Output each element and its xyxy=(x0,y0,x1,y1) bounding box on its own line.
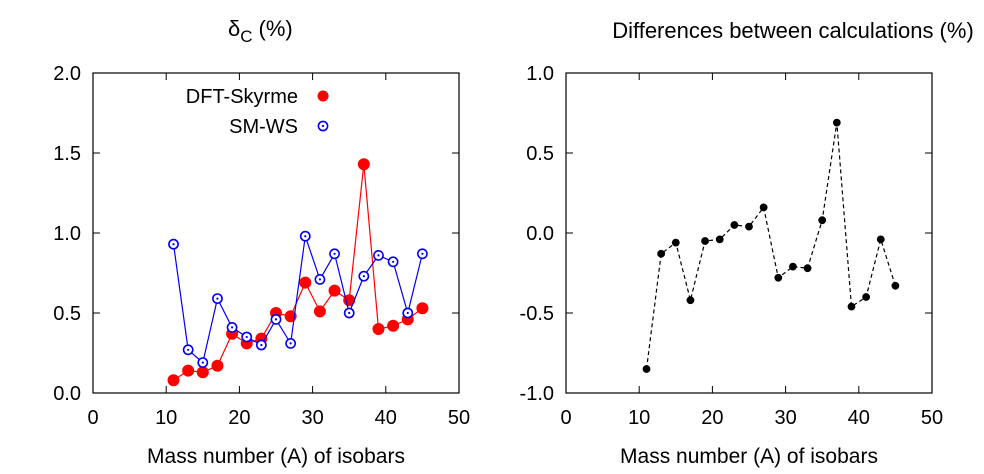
data-point xyxy=(642,365,651,373)
data-point xyxy=(313,305,326,318)
x-tick-label: 0 xyxy=(87,407,98,429)
legend-marker-dot xyxy=(321,124,325,128)
data-point-dot xyxy=(362,275,365,278)
data-point-dot xyxy=(304,235,307,238)
x-tick-label: 40 xyxy=(375,407,397,429)
data-point-dot xyxy=(172,243,175,246)
data-point-dot xyxy=(421,252,424,255)
data-point-dot xyxy=(230,326,234,329)
data-point xyxy=(182,364,195,377)
data-point-dot xyxy=(377,254,380,257)
data-point-dot xyxy=(289,342,292,345)
x-axis-label: Mass number (A) of isobars xyxy=(147,445,405,468)
data-point-dot xyxy=(406,311,409,315)
x-tick-label: 10 xyxy=(628,407,650,429)
data-point xyxy=(847,302,856,311)
x-tick-label: 30 xyxy=(301,407,323,429)
chart-title: δC (%) xyxy=(228,16,293,46)
y-tick-label: 1.0 xyxy=(53,223,81,245)
y-tick-label: -1.0 xyxy=(520,383,554,405)
chart-title-unit: (%) xyxy=(259,16,293,41)
data-point xyxy=(671,238,680,247)
x-tick-label: 40 xyxy=(848,407,870,429)
data-point xyxy=(686,296,695,305)
x-tick-label: 50 xyxy=(448,407,470,429)
data-point xyxy=(167,374,180,387)
x-tick-label: 30 xyxy=(774,407,796,429)
x-tick-label: 0 xyxy=(560,407,571,429)
x-axis-label: Mass number (A) of isobars xyxy=(620,445,878,468)
right-panel-differences: 0 10 20 30 40 50 -1.0 -0.5 0.0 0.5 1.0 Mass number … xyxy=(520,18,974,468)
data-point-dot xyxy=(201,361,204,364)
data-point xyxy=(789,262,797,271)
y-tick-label: 0.5 xyxy=(53,303,81,325)
data-point xyxy=(818,216,827,225)
data-point xyxy=(416,302,429,315)
data-point-dot xyxy=(274,318,278,321)
data-point xyxy=(730,221,739,229)
data-point xyxy=(328,284,341,297)
legend-label: SM-WS xyxy=(229,116,298,138)
chart-title: Differences between calculations (%) xyxy=(612,18,974,43)
data-point xyxy=(832,118,841,127)
data-point-dot xyxy=(245,335,248,339)
series-line-dft-skyrme xyxy=(173,164,423,381)
legend-marker xyxy=(317,90,329,102)
data-point xyxy=(745,222,753,231)
data-point-dot xyxy=(260,343,263,347)
y-tick-label: 0.0 xyxy=(53,383,81,405)
left-panel-delta-c: 0 10 20 30 40 50 0.0 0.5 1.0 1.5 2.0 Mass number (A… xyxy=(53,16,470,468)
data-point xyxy=(715,235,724,244)
data-point-dot xyxy=(392,260,395,263)
data-point xyxy=(657,249,666,258)
chart-title-delta: δ xyxy=(228,16,240,41)
data-point xyxy=(774,273,783,282)
chart-title-subscript: C xyxy=(240,27,252,46)
data-point-dot xyxy=(318,278,322,281)
data-point xyxy=(701,237,709,245)
series-line-difference xyxy=(645,122,896,370)
x-tick-label: 10 xyxy=(155,407,177,429)
data-point xyxy=(357,158,370,171)
legend-label: DFT-Skyrme xyxy=(186,86,298,108)
y-tick-label: 0.5 xyxy=(526,143,554,165)
y-tick-label: -0.5 xyxy=(520,303,554,325)
data-point xyxy=(196,366,209,379)
data-point xyxy=(759,203,768,212)
x-tick-label: 50 xyxy=(921,407,943,429)
x-tick-label: 20 xyxy=(228,407,250,429)
x-tick-label: 20 xyxy=(701,407,723,429)
data-point xyxy=(299,276,312,289)
plot-frame xyxy=(565,72,933,394)
y-tick-label: 1.0 xyxy=(526,63,554,85)
data-point xyxy=(891,281,900,290)
data-point xyxy=(387,319,400,332)
y-tick-label: 1.5 xyxy=(53,143,81,165)
data-point-dot xyxy=(187,348,190,351)
data-point-dot xyxy=(216,297,219,300)
data-point xyxy=(862,293,871,301)
data-point xyxy=(372,323,385,335)
data-point-dot xyxy=(333,252,336,255)
y-tick-label: 2.0 xyxy=(53,63,81,85)
data-point xyxy=(211,359,224,372)
y-tick-label: 0.0 xyxy=(526,223,554,245)
data-point-dot xyxy=(348,311,351,315)
data-point xyxy=(803,264,812,273)
data-point xyxy=(876,235,885,244)
